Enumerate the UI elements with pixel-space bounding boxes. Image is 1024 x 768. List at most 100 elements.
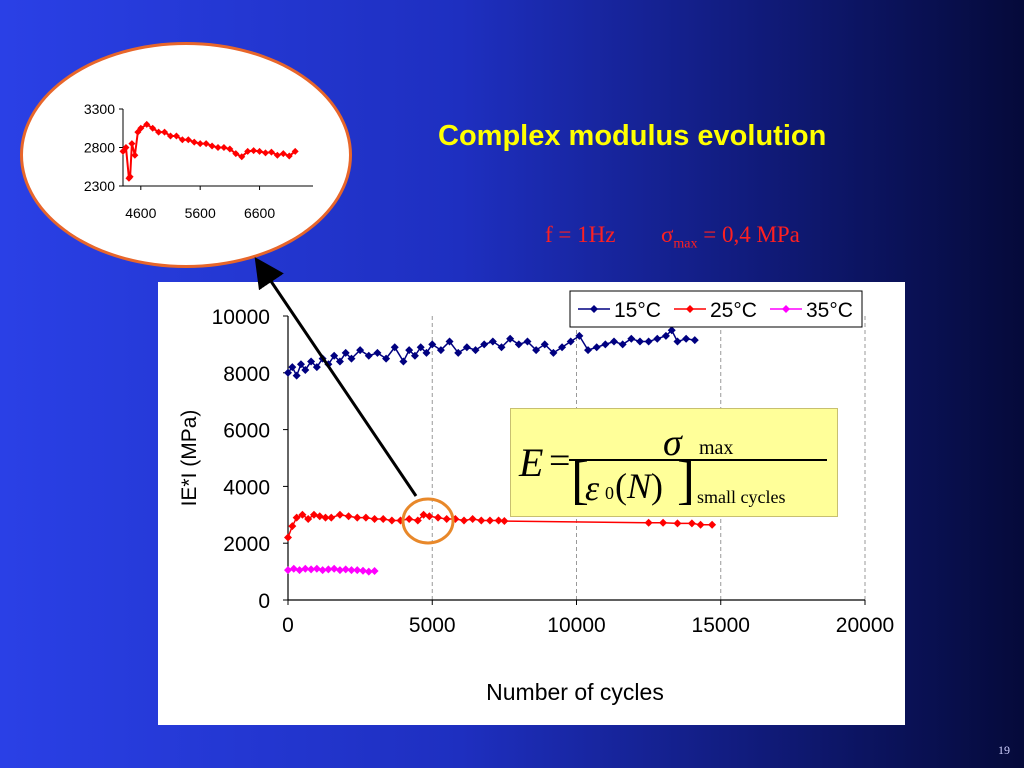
series-0	[284, 326, 699, 380]
formula-right-bracket: ]	[677, 450, 695, 510]
inset-data-point	[184, 136, 192, 144]
y-tick-label: 4000	[223, 476, 270, 499]
data-point	[289, 564, 298, 573]
data-point	[497, 343, 506, 352]
data-point	[488, 337, 497, 346]
data-point	[708, 520, 717, 529]
data-point	[304, 515, 313, 524]
inset-x-tick-label: 5600	[185, 205, 216, 221]
data-point	[312, 564, 321, 573]
data-point	[575, 331, 584, 340]
y-tick-label: 0	[258, 590, 270, 613]
data-point	[292, 371, 301, 380]
inset-data-point	[131, 151, 139, 159]
main-chart-svg: 0 5000 10000 15000 20000 0 2000 4000 6000 8000 100…	[178, 290, 894, 705]
inset-x-tick-label: 4600	[125, 205, 156, 221]
data-point	[601, 340, 610, 349]
inset-data-point	[285, 152, 293, 160]
data-point	[436, 346, 445, 355]
formula-epsilon-sub: 0	[605, 483, 614, 503]
data-point	[445, 337, 454, 346]
data-point	[618, 340, 627, 349]
inset-data-point	[208, 142, 216, 150]
data-point	[514, 340, 523, 349]
inset-data-point	[273, 151, 281, 159]
data-point	[335, 566, 344, 575]
inset-data-point	[279, 150, 287, 158]
x-tick-label: 0	[282, 614, 294, 637]
inset-data-point	[238, 153, 246, 161]
inset-data-point	[250, 147, 258, 155]
data-point	[451, 515, 460, 524]
formula-E: E	[519, 440, 544, 485]
sigma-symbol: σ	[660, 222, 674, 247]
legend-label: 35°C	[806, 299, 853, 322]
inset-data-point	[155, 128, 163, 136]
data-point	[344, 512, 353, 521]
legend-label: 15°C	[614, 299, 661, 322]
data-point	[454, 348, 463, 357]
data-point	[309, 510, 318, 519]
data-point	[682, 334, 691, 343]
inset-data-point	[202, 140, 210, 148]
inset-y-tick-label: 2300	[84, 178, 115, 194]
y-tick-label: 6000	[223, 420, 270, 443]
data-point	[330, 564, 339, 573]
data-point	[627, 334, 636, 343]
data-point	[315, 512, 324, 521]
inset-data-point	[172, 132, 180, 140]
inset-data-point	[267, 148, 275, 156]
data-point	[558, 343, 567, 352]
data-point	[327, 513, 336, 522]
data-point	[690, 336, 699, 345]
data-point	[321, 513, 330, 522]
data-point	[673, 519, 682, 528]
data-point	[284, 566, 292, 575]
y-axis-label: IE*I (MPa)	[178, 410, 201, 507]
data-point	[428, 340, 437, 349]
data-point	[284, 533, 292, 542]
inset-series-line	[122, 123, 296, 181]
data-point	[318, 566, 327, 575]
x-tick-label: 15000	[692, 614, 750, 637]
data-point	[644, 518, 653, 527]
x-tick-label: 10000	[547, 614, 605, 637]
data-point	[592, 343, 601, 352]
inset-data-point	[232, 150, 240, 158]
inset-data-point	[143, 120, 151, 128]
inset-data-point	[256, 147, 264, 155]
data-point	[347, 566, 356, 575]
data-point	[480, 340, 489, 349]
inset-data-point	[167, 132, 174, 140]
data-point	[353, 513, 362, 522]
inset-ticks: 2300 2800 3300 4600 5600 6600	[84, 101, 275, 221]
data-point	[540, 340, 549, 349]
inset-data-point	[122, 144, 130, 151]
data-point	[667, 326, 676, 335]
legend-marker	[782, 305, 790, 313]
sigma-subscript: max	[673, 236, 698, 252]
inset-data-point	[214, 144, 222, 151]
x-tick-label: 5000	[409, 614, 456, 637]
sigma-value: = 0,4 MPa	[697, 222, 800, 247]
inset-zoom-oval: 2300 2800 3300 4600 5600 6600	[20, 42, 352, 268]
data-point	[353, 566, 362, 575]
data-point	[653, 334, 662, 343]
data-point	[373, 348, 382, 357]
legend-marker	[590, 305, 598, 313]
inset-chart-svg: 2300 2800 3300 4600 5600 6600	[63, 101, 315, 239]
x-tick-label: 20000	[836, 614, 894, 637]
data-point	[324, 565, 333, 574]
inset-data-point	[196, 140, 204, 148]
data-point	[635, 337, 644, 346]
data-point	[644, 337, 653, 346]
data-point	[335, 510, 344, 519]
data-point	[659, 518, 668, 527]
data-point	[307, 565, 316, 574]
inset-data-point	[128, 140, 136, 148]
formula-equals: =	[549, 440, 571, 482]
data-point	[566, 337, 575, 346]
data-point	[295, 566, 304, 575]
inset-data-point	[178, 136, 186, 144]
data-point	[696, 520, 705, 529]
